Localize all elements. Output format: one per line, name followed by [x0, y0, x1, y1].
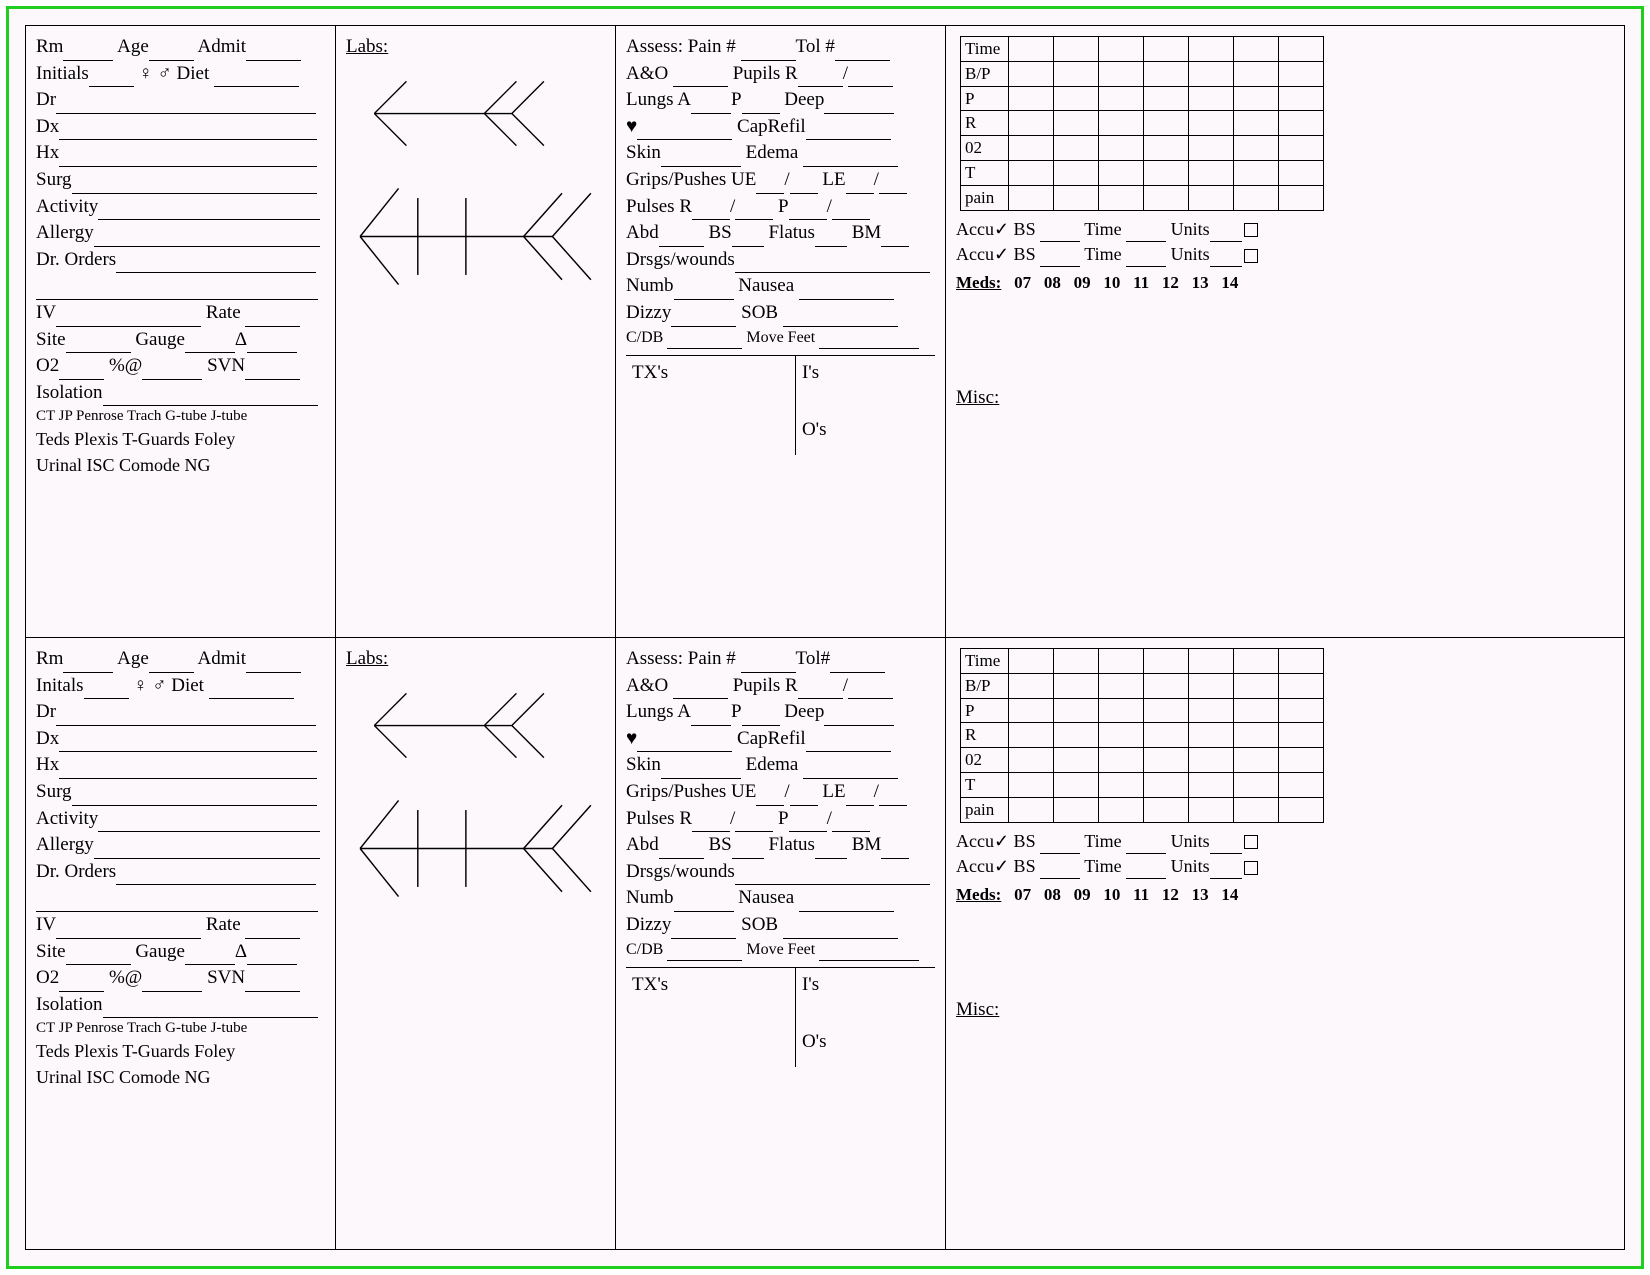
labs-heading: Labs: [346, 34, 605, 61]
assessment-column: Assess: Pain # Tol # A&O Pupils R/ Lungs… [616, 26, 946, 637]
demographics-column: Rm Age Admit Initals ♀ ♂ Diet Dr Dx Hx S… [26, 638, 336, 1249]
tx-io-box: TX's I's O's [626, 967, 935, 1067]
o-cell: O's [802, 1029, 929, 1056]
demographics-column: Rm Age Admit Initials ♀ ♂ Diet Dr Dx Hx … [26, 26, 336, 637]
labs-column: Labs: [336, 638, 616, 1249]
labs-heading: Labs: [346, 646, 605, 673]
vitals-meds-column: TimeB/PPR02Tpain Accu✓ BS Time Units Acc… [946, 26, 1624, 637]
meds-hours: 07 08 09 10 11 12 13 14 [1001, 885, 1238, 904]
tx-io-box: TX's I's O's [626, 355, 935, 455]
assessment-column: Assess: Pain # Tol# A&O Pupils R/ Lungs … [616, 638, 946, 1249]
meds-label: Meds: [956, 273, 1001, 292]
patient-record-bottom: Rm Age Admit Initals ♀ ♂ Diet Dr Dx Hx S… [26, 638, 1624, 1249]
tx-cell: TX's [626, 968, 796, 1067]
tx-cell: TX's [626, 356, 796, 455]
misc-heading: Misc: [956, 997, 1614, 1024]
vitals-table: TimeB/PPR02Tpain [960, 36, 1324, 211]
i-cell: I's [802, 360, 929, 387]
o-cell: O's [802, 417, 929, 444]
i-cell: I's [802, 972, 929, 999]
vitals-table: TimeB/PPR02Tpain [960, 648, 1324, 823]
fishbone-small [356, 71, 605, 156]
fishbone-large [348, 786, 605, 911]
patient-record-top: Rm Age Admit Initials ♀ ♂ Diet Dr Dx Hx … [26, 26, 1624, 638]
misc-heading: Misc: [956, 385, 1614, 412]
fishbone-large [348, 174, 605, 299]
meds-hours: 07 08 09 10 11 12 13 14 [1001, 273, 1238, 292]
fishbone-small [356, 683, 605, 768]
meds-label: Meds: [956, 885, 1001, 904]
labs-column: Labs: [336, 26, 616, 637]
vitals-meds-column: TimeB/PPR02Tpain Accu✓ BS Time Units Acc… [946, 638, 1624, 1249]
